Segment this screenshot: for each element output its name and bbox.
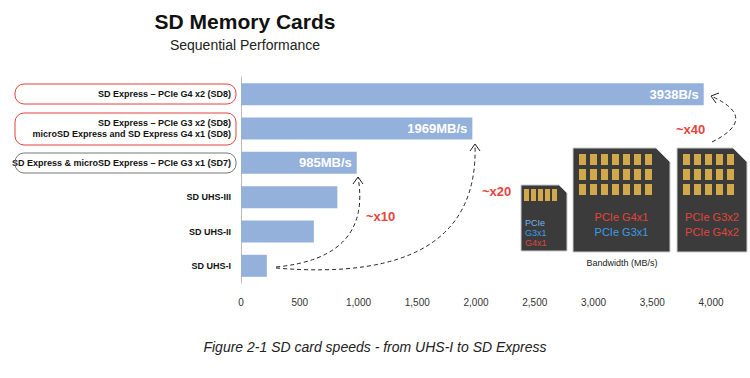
svg-text:SD UHS-II: SD UHS-II xyxy=(189,227,231,237)
svg-text:1,000: 1,000 xyxy=(346,297,371,308)
svg-text:3,500: 3,500 xyxy=(640,297,665,308)
svg-text:PCIe G4x2: PCIe G4x2 xyxy=(685,226,739,238)
svg-text:3938B/s: 3938B/s xyxy=(650,87,699,102)
svg-text:G3x1: G3x1 xyxy=(525,228,547,238)
svg-text:1969MB/s: 1969MB/s xyxy=(407,121,467,136)
svg-text:PCIe: PCIe xyxy=(525,218,545,228)
svg-text:SD Memory Cards: SD Memory Cards xyxy=(155,10,336,33)
svg-text:SD Express & microSD Express –: SD Express & microSD Express – PCIe G3 x… xyxy=(12,158,231,168)
svg-text:G4x1: G4x1 xyxy=(525,238,547,248)
svg-text:~x40: ~x40 xyxy=(676,122,705,137)
svg-text:PCIe G4x1: PCIe G4x1 xyxy=(595,211,649,223)
svg-text:SD UHS-III: SD UHS-III xyxy=(186,192,231,202)
svg-text:2,500: 2,500 xyxy=(522,297,547,308)
svg-text:Bandwidth (MB/s): Bandwidth (MB/s) xyxy=(586,258,657,268)
svg-text:2,000: 2,000 xyxy=(463,297,488,308)
svg-text:500: 500 xyxy=(291,297,308,308)
svg-text:~x10: ~x10 xyxy=(366,209,395,224)
svg-text:PCIe G3x1: PCIe G3x1 xyxy=(595,226,649,238)
svg-text:SD UHS-I: SD UHS-I xyxy=(191,261,231,271)
svg-text:SD Express – PCIe G3 x2 (SD8): SD Express – PCIe G3 x2 (SD8) xyxy=(98,118,231,128)
svg-text:3,000: 3,000 xyxy=(581,297,606,308)
svg-text:~x20: ~x20 xyxy=(482,184,511,199)
svg-text:985MB/s: 985MB/s xyxy=(299,155,352,170)
svg-text:Sequential Performance: Sequential Performance xyxy=(170,37,320,53)
svg-text:microSD Express and SD Express: microSD Express and SD Express G4 x1 (SD… xyxy=(32,129,231,139)
svg-text:PCIe G3x2: PCIe G3x2 xyxy=(685,211,739,223)
svg-text:4,000: 4,000 xyxy=(698,297,723,308)
svg-text:Figure 2-1 SD card speeds - fr: Figure 2-1 SD card speeds - from UHS-I t… xyxy=(203,339,546,355)
svg-text:0: 0 xyxy=(238,297,244,308)
svg-text:SD Express – PCIe G4 x2 (SD8): SD Express – PCIe G4 x2 (SD8) xyxy=(98,89,231,99)
svg-text:1,500: 1,500 xyxy=(405,297,430,308)
